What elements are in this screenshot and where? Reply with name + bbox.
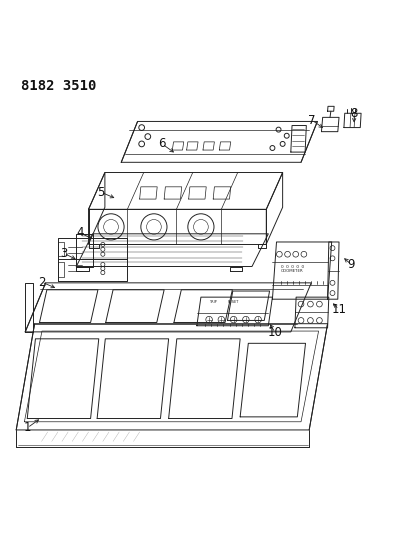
Text: 4: 4 bbox=[76, 227, 84, 239]
Text: 10: 10 bbox=[267, 326, 282, 339]
Text: 2: 2 bbox=[38, 276, 45, 288]
Text: 8182 3510: 8182 3510 bbox=[21, 78, 96, 93]
Text: 5: 5 bbox=[97, 185, 104, 199]
Text: 9: 9 bbox=[347, 258, 354, 271]
Text: 7: 7 bbox=[308, 114, 315, 127]
Text: 11: 11 bbox=[331, 303, 346, 316]
Text: RESET: RESET bbox=[227, 300, 238, 304]
Text: 0  0  0  0  0: 0 0 0 0 0 bbox=[280, 265, 303, 269]
Text: TRIP: TRIP bbox=[209, 300, 216, 304]
Text: ODOMETER: ODOMETER bbox=[280, 269, 303, 273]
Text: 1: 1 bbox=[23, 422, 31, 434]
Text: 8: 8 bbox=[350, 107, 357, 120]
Text: 3: 3 bbox=[60, 247, 67, 260]
Text: 6: 6 bbox=[158, 138, 166, 150]
